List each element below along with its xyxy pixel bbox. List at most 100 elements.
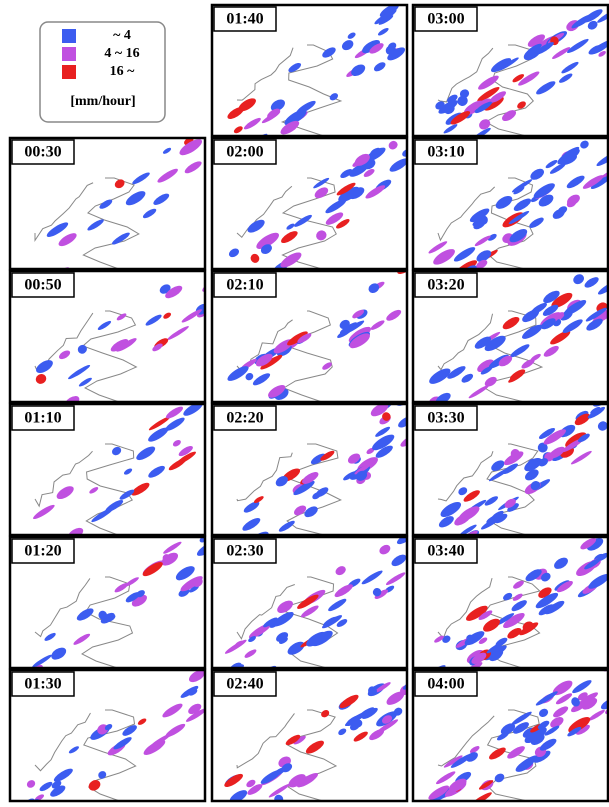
- time-label-box: [414, 139, 478, 165]
- rain-cell: [53, 768, 73, 782]
- rain-cell: [277, 600, 293, 613]
- rain-cell: [143, 739, 166, 755]
- rain-cell: [345, 715, 362, 727]
- rain-cell: [563, 300, 587, 316]
- time-label-box: [414, 272, 478, 298]
- rain-cell: [533, 183, 555, 199]
- radar-panel: 03:10: [411, 136, 609, 271]
- rain-cell: [148, 416, 171, 431]
- rain-cell: [58, 233, 77, 247]
- rain-cell: [370, 404, 389, 417]
- rain-cell: [368, 686, 377, 696]
- rain-cell: [476, 259, 488, 269]
- rain-cell: [389, 158, 407, 172]
- panel-border: [210, 3, 409, 138]
- rain-cell: [178, 445, 193, 457]
- rain-cell: [370, 320, 385, 330]
- radar-panel: 02:40: [210, 668, 409, 803]
- rain-cell: [517, 101, 526, 109]
- rain-cell: [597, 279, 608, 295]
- rain-cell: [363, 168, 375, 177]
- rain-cell: [527, 458, 538, 469]
- rain-cell: [491, 460, 505, 472]
- rain-cell: [181, 309, 202, 323]
- rain-cell: [436, 771, 456, 785]
- panels: 00:30 00:50 01:10 01:20 01:30 01:40 02:00 02:10…: [8, 3, 609, 803]
- rain-cell: [478, 610, 493, 620]
- rain-cell: [524, 727, 547, 744]
- legend: ~ 4 4 ~ 16 16 ~ [mm/hour]: [62, 28, 140, 109]
- rain-cell: [495, 613, 515, 626]
- rain-cell: [382, 715, 393, 724]
- rain-cell: [188, 670, 205, 683]
- rain-cell: [234, 640, 244, 648]
- rain-cell: [550, 330, 571, 345]
- rain-cell: [544, 725, 560, 736]
- rain-cell: [478, 637, 488, 644]
- coastline: [34, 182, 94, 243]
- rain-cell: [165, 406, 183, 419]
- panel-content: [33, 404, 203, 535]
- panel-border: [411, 668, 609, 803]
- rain-cell: [382, 412, 391, 421]
- panel-border: [8, 668, 207, 803]
- rain-cell: [256, 232, 280, 249]
- coastline: [34, 450, 93, 508]
- rain-cell: [242, 518, 261, 531]
- rain-cell: [581, 697, 598, 710]
- rain-cell: [369, 43, 384, 54]
- coastline: [437, 715, 495, 767]
- rain-cell: [341, 40, 354, 51]
- rain-cell: [508, 210, 530, 225]
- rain-cell: [293, 735, 306, 745]
- rain-cell: [580, 538, 597, 550]
- rain-cell: [458, 506, 480, 522]
- rain-cell: [503, 613, 525, 629]
- rain-cell: [278, 520, 295, 532]
- coastline: [34, 712, 91, 772]
- coastline: [437, 186, 496, 242]
- rain-cell: [349, 162, 369, 177]
- rain-cell: [243, 501, 260, 513]
- rain-cell: [554, 557, 568, 569]
- radar-panel: 02:10: [210, 269, 409, 404]
- rain-cell: [502, 316, 520, 330]
- rain-cell: [522, 324, 543, 339]
- rain-cell: [286, 223, 295, 230]
- rain-cell: [538, 194, 554, 207]
- rain-cell: [548, 446, 565, 459]
- time-label: 02:40: [226, 676, 263, 693]
- time-label: 01:40: [226, 11, 263, 28]
- rain-cell: [50, 785, 66, 797]
- rain-cell: [503, 592, 513, 601]
- panel-border: [8, 136, 207, 271]
- rain-cell: [352, 309, 365, 319]
- rain-cell: [448, 778, 467, 793]
- radar-panel: 02:00: [210, 136, 409, 271]
- rain-cell: [267, 108, 281, 119]
- rain-cell: [513, 198, 532, 211]
- rain-cell: [184, 161, 202, 174]
- rain-cell: [294, 214, 312, 227]
- rain-cell: [543, 429, 567, 445]
- rain-cell: [376, 719, 399, 734]
- time-label: 03:40: [427, 543, 464, 560]
- rain-cell: [322, 47, 336, 58]
- rain-cell: [288, 62, 302, 73]
- rain-cell: [521, 359, 535, 369]
- time-label: 01:10: [24, 410, 61, 427]
- rain-cell: [125, 577, 139, 587]
- rain-cell: [572, 680, 592, 694]
- rain-cell: [588, 573, 608, 589]
- rain-cell: [366, 447, 375, 455]
- rain-cell: [304, 506, 318, 518]
- rain-cell: [163, 541, 182, 554]
- rain-cell: [361, 707, 378, 719]
- rain-cell: [494, 773, 505, 783]
- rain-cell: [122, 725, 137, 736]
- rain-cell: [484, 496, 498, 506]
- panel-content: [227, 271, 407, 402]
- time-label: 04:00: [427, 676, 464, 693]
- rain-cell: [314, 187, 329, 199]
- rain-cell: [543, 345, 559, 357]
